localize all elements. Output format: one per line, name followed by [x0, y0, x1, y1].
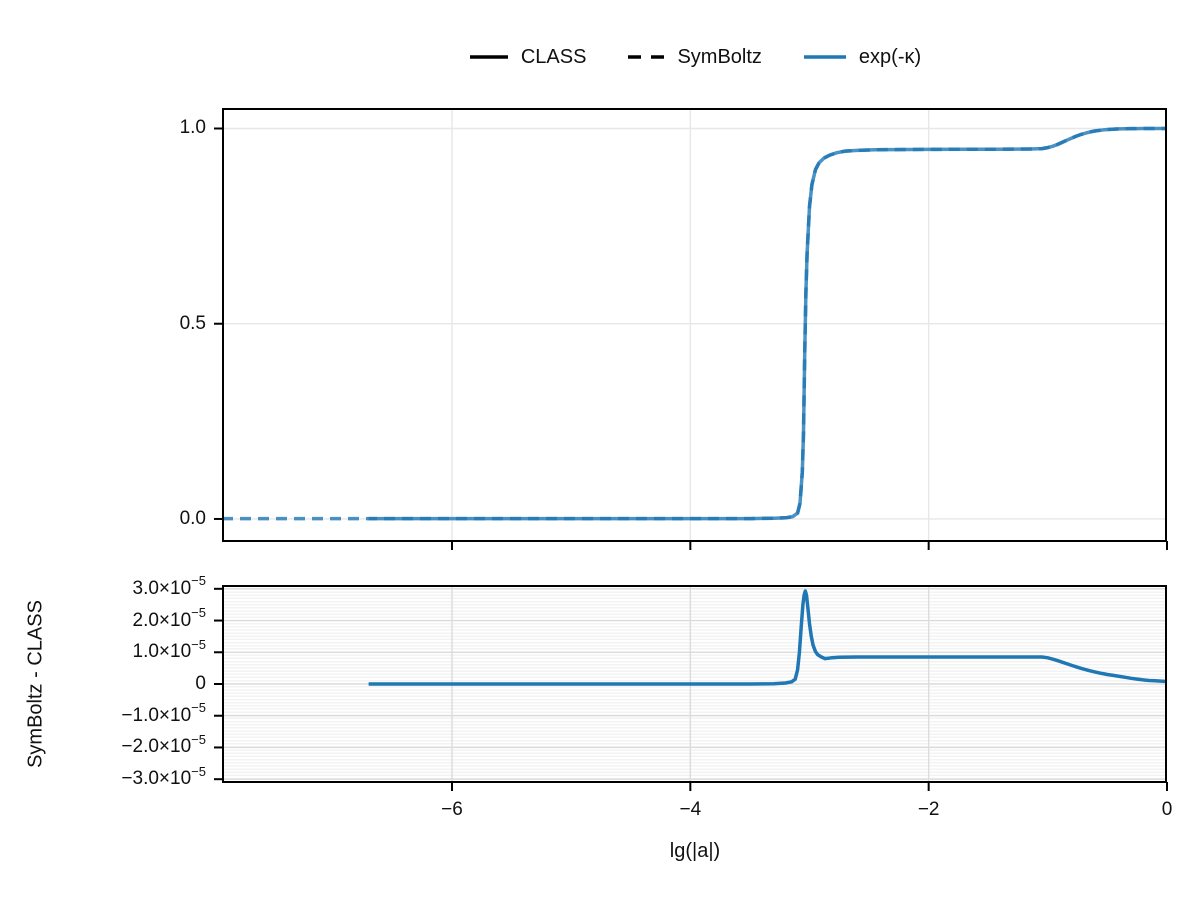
residual-plot-canvas — [214, 585, 1168, 791]
legend: CLASS SymBoltz exp(-κ) — [222, 44, 1167, 70]
legend-item-exp-kappa: exp(-κ) — [802, 46, 921, 69]
x-axis-label: lg(|a|) — [669, 840, 721, 862]
residual-plot-panel — [214, 585, 1168, 791]
y-tick-label: 1.0 — [179, 117, 206, 139]
y-tick-label: 2.0×10−5 — [132, 605, 206, 631]
series-symboltz-class — [368, 589, 1168, 686]
y-tick-label: 0 — [195, 673, 206, 694]
y-tick-label: 1.0×10−5 — [132, 636, 206, 663]
legend-label-exp-kappa: exp(-κ) — [858, 45, 922, 68]
y-tick-label: 0.0 — [179, 507, 206, 529]
main-plot-panel — [214, 108, 1168, 550]
y-tick-label: −1.0×10−5 — [121, 700, 206, 726]
y-tick-label: −2.0×10−5 — [121, 732, 206, 758]
legend-item-class: CLASS — [468, 45, 587, 69]
y-tick-label: 0.5 — [179, 312, 206, 334]
x-tick-label: −6 — [441, 799, 463, 820]
y-tick-label: 3.0×10−5 — [132, 573, 206, 599]
y-tick-label: −3.0×10−5 — [121, 763, 206, 790]
x-tick-label: 0 — [1161, 799, 1173, 820]
x-tick-label: −4 — [679, 799, 702, 820]
blue-line-sample — [803, 55, 846, 59]
x-tick-label: −2 — [917, 799, 940, 820]
legend-label-class: CLASS — [520, 45, 587, 68]
solid-line-sample — [469, 55, 508, 59]
legend-item-symboltz: SymBoltz — [626, 45, 762, 69]
legend-label-symboltz: SymBoltz — [677, 45, 762, 68]
dashed-line-sample — [628, 55, 665, 59]
main-plot-canvas — [214, 108, 1168, 550]
